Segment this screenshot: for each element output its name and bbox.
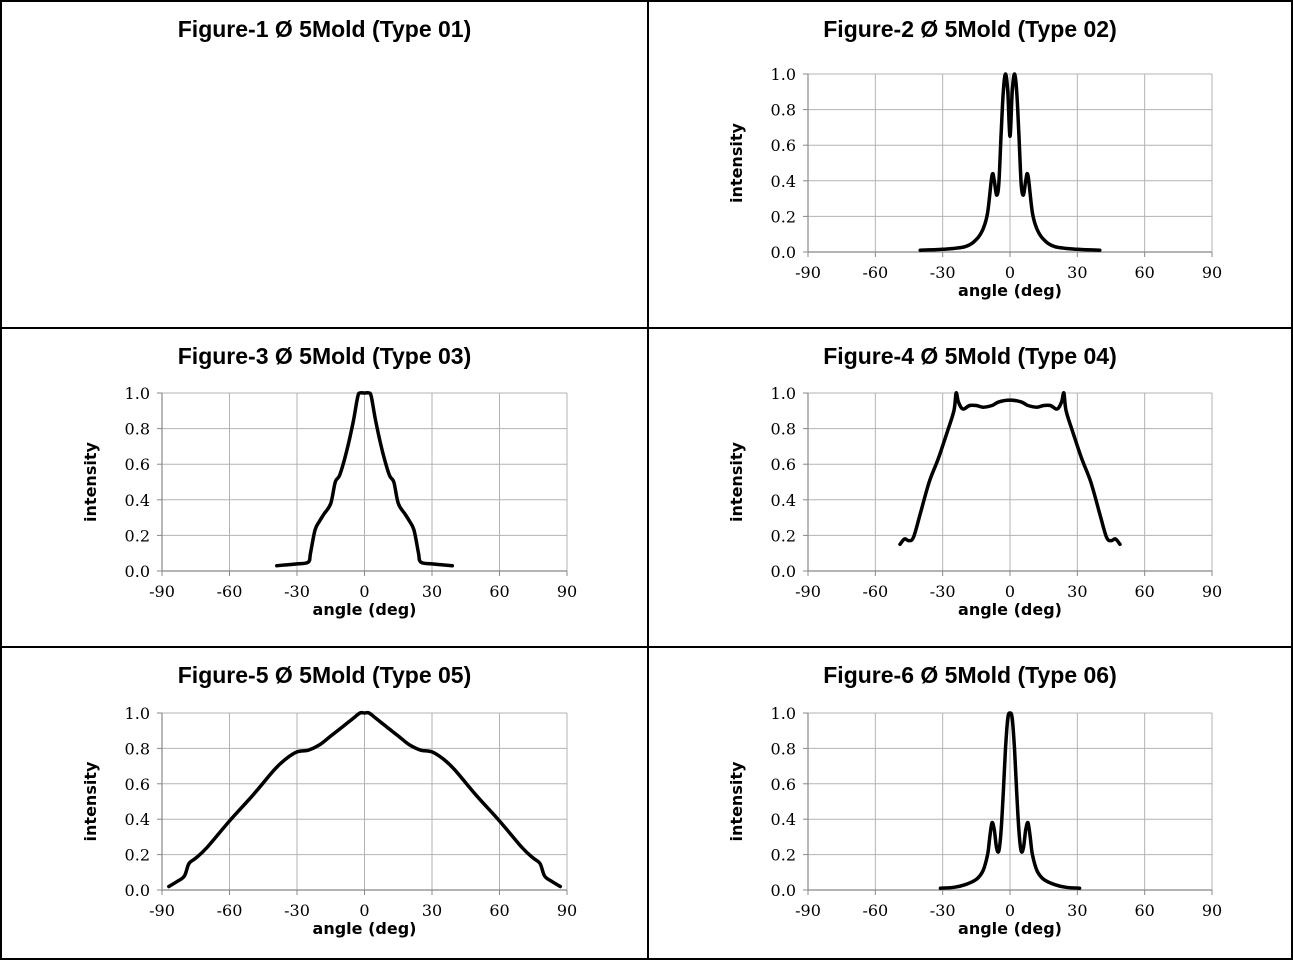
chart-6: 0.0 0.2 0.4 0.6 0.8 1.0 -90 -60 -30 0 30 60 90 angle … <box>727 704 1222 938</box>
chart-2: 0.0 0.2 0.4 0.6 0.8 1.0 -90 -60 -30 0 30 60 90 angle … <box>727 65 1222 300</box>
x-tick-label: -60 <box>862 901 888 920</box>
y-axis-label: intensity <box>727 761 746 841</box>
figure-3-title: Figure-3 Ø 5Mold (Type 03) <box>177 343 472 369</box>
x-tick-label: 30 <box>1067 263 1087 282</box>
chart-5: 0.0 0.2 0.4 0.6 0.8 1.0 -90 -60 -30 0 30 60 90 angle … <box>81 704 577 938</box>
x-tick-label: -60 <box>862 263 888 282</box>
y-tick-label: 0.8 <box>771 101 796 120</box>
x-tick-label: -60 <box>862 582 888 601</box>
y-axis-label: intensity <box>81 761 100 841</box>
figure-4-cell: Figure-4 Ø 5Mold (Type 04) <box>647 327 1293 646</box>
y-tick-label: 0.8 <box>125 739 150 758</box>
y-tick-label: 0.4 <box>125 491 150 510</box>
series-line <box>898 391 1122 547</box>
y-tick-label: 0.0 <box>771 562 796 581</box>
figure-5-title: Figure-5 Ø 5Mold (Type 05) <box>177 662 472 688</box>
figure-1-title: Figure-1 Ø 5Mold (Type 01) <box>177 16 472 42</box>
figure-5-cell: Figure-5 Ø 5Mold (Type 05) <box>0 646 647 960</box>
x-tick-label: -90 <box>149 582 175 601</box>
x-tick-label: 30 <box>422 901 442 920</box>
x-tick-label: 60 <box>489 901 509 920</box>
x-tick-label: 90 <box>557 901 577 920</box>
x-tick-label: -60 <box>217 582 243 601</box>
figure-6-title: Figure-6 Ø 5Mold (Type 06) <box>823 662 1117 688</box>
figure-1-cell: Figure-1 Ø 5Mold (Type 01) <box>0 0 647 327</box>
y-tick-label: 1.0 <box>125 704 150 723</box>
x-tick-label: -30 <box>930 582 956 601</box>
x-tick-label: 0 <box>359 901 369 920</box>
series-line <box>275 390 455 568</box>
figure-6-cell: Figure-6 Ø 5Mold (Type 06) <box>647 646 1293 960</box>
y-tick-label: 0.4 <box>771 810 796 829</box>
y-tick-label: 0.2 <box>125 526 150 545</box>
x-tick-label: -90 <box>795 901 821 920</box>
x-tick-label: 0 <box>1005 582 1015 601</box>
series-line <box>918 72 1102 252</box>
y-tick-label: 1.0 <box>771 65 796 84</box>
y-axis-label: intensity <box>727 442 746 522</box>
x-axis-label: angle (deg) <box>313 919 417 938</box>
x-tick-label: 0 <box>1005 263 1015 282</box>
y-tick-label: 0.2 <box>125 846 150 865</box>
y-tick-label: 0.2 <box>771 846 796 865</box>
figure-4-title: Figure-4 Ø 5Mold (Type 04) <box>823 343 1117 369</box>
y-tick-label: 0.4 <box>771 172 796 191</box>
x-tick-label: 90 <box>1202 263 1222 282</box>
x-tick-label: 90 <box>557 582 577 601</box>
series-line <box>167 710 563 889</box>
x-tick-label: -30 <box>284 901 310 920</box>
x-tick-label: -90 <box>795 582 821 601</box>
x-tick-label: 30 <box>1067 901 1087 920</box>
x-tick-label: 60 <box>1134 263 1154 282</box>
x-tick-label: 60 <box>489 582 509 601</box>
x-tick-label: 30 <box>1067 582 1087 601</box>
y-tick-label: 0.4 <box>125 810 150 829</box>
x-tick-label: 60 <box>1134 901 1154 920</box>
y-tick-label: 0.8 <box>771 739 796 758</box>
x-axis-label: angle (deg) <box>313 600 417 619</box>
y-axis-label: intensity <box>81 442 100 522</box>
chart-3: 0.0 0.2 0.4 0.6 0.8 1.0 -90 -60 -30 0 30 60 90 angle … <box>81 384 577 619</box>
y-tick-label: 0.0 <box>125 562 150 581</box>
y-tick-label: 1.0 <box>771 384 796 403</box>
y-tick-label: 0.6 <box>771 455 796 474</box>
chart-4: 0.0 0.2 0.4 0.6 0.8 1.0 -90 -60 -30 0 30 60 90 angle … <box>727 384 1222 619</box>
figure-2-title: Figure-2 Ø 5Mold (Type 02) <box>823 16 1117 42</box>
y-tick-label: 1.0 <box>125 384 150 403</box>
y-tick-label: 0.0 <box>771 881 796 900</box>
x-tick-label: 60 <box>1134 582 1154 601</box>
series-line <box>938 711 1082 890</box>
x-tick-label: -30 <box>930 263 956 282</box>
y-tick-label: 0.8 <box>125 420 150 439</box>
y-tick-label: 1.0 <box>771 704 796 723</box>
x-tick-label: -90 <box>795 263 821 282</box>
y-tick-label: 0.6 <box>125 455 150 474</box>
y-tick-label: 0.2 <box>771 207 796 226</box>
x-tick-label: 30 <box>422 582 442 601</box>
y-tick-label: 0.0 <box>771 243 796 262</box>
x-tick-label: -30 <box>930 901 956 920</box>
y-tick-label: 0.6 <box>771 775 796 794</box>
x-axis-label: angle (deg) <box>958 281 1062 300</box>
y-tick-label: 0.0 <box>125 881 150 900</box>
y-tick-label: 0.2 <box>771 526 796 545</box>
y-tick-label: 0.6 <box>125 775 150 794</box>
x-tick-label: -60 <box>217 901 243 920</box>
x-tick-label: -30 <box>284 582 310 601</box>
x-tick-label: 0 <box>1005 901 1015 920</box>
y-tick-label: 0.4 <box>771 491 796 510</box>
y-axis-label: intensity <box>727 123 746 203</box>
y-tick-label: 0.8 <box>771 420 796 439</box>
x-tick-label: 90 <box>1202 901 1222 920</box>
x-axis-label: angle (deg) <box>958 600 1062 619</box>
x-tick-label: 90 <box>1202 582 1222 601</box>
figure-2-cell: Figure-2 Ø 5Mold (Type 02) <box>647 0 1293 327</box>
figure-3-cell: Figure-3 Ø 5Mold (Type 03) <box>0 327 647 646</box>
x-tick-label: -90 <box>149 901 175 920</box>
y-tick-label: 0.6 <box>771 136 796 155</box>
x-tick-label: 0 <box>359 582 369 601</box>
x-axis-label: angle (deg) <box>958 919 1062 938</box>
